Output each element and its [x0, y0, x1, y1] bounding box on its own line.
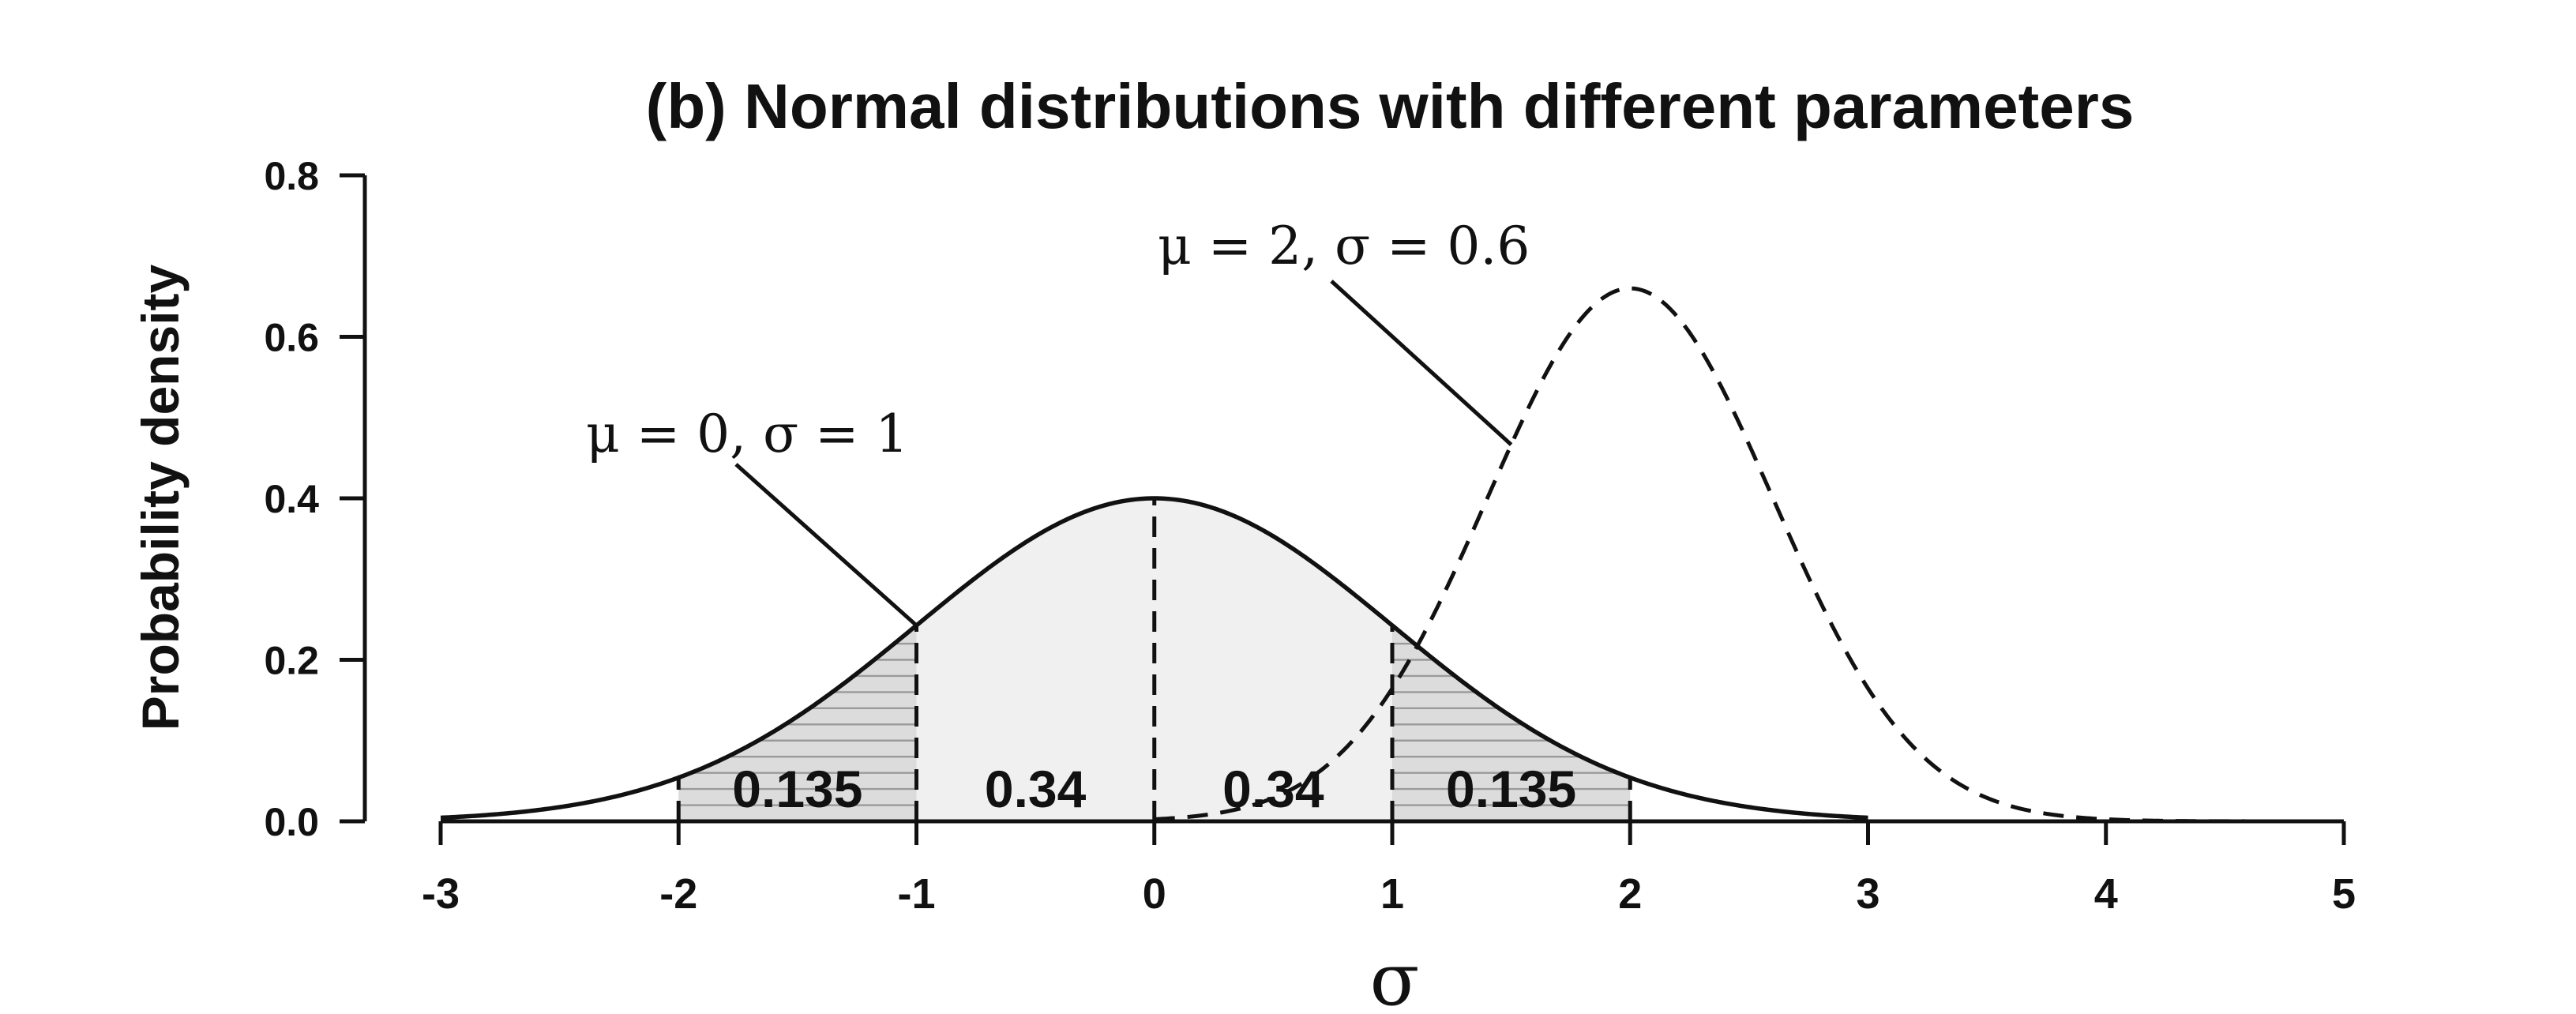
annotations: μ = 0, σ = 1 μ = 2, σ = 0.6	[586, 216, 1530, 627]
annotation-leader-standard	[734, 463, 918, 627]
x-tick-label: 3	[1856, 870, 1879, 918]
region-label-1: 0.135	[732, 760, 862, 818]
axes: -3 -2 -1 0 1 2 3 4 5 0.0 0.2 0.4 0.6 0.8	[264, 154, 2356, 918]
region-label-3: 0.34	[1222, 760, 1324, 818]
annotation-leader-shifted	[1330, 280, 1513, 446]
x-tick-label: -1	[897, 870, 935, 918]
y-tick-label: 0.4	[264, 477, 319, 521]
y-axis-label: Probability density	[131, 264, 190, 730]
annotation-standard: μ = 0, σ = 1	[586, 404, 908, 464]
y-tick-label: 0.2	[264, 639, 319, 683]
x-tick-label: 2	[1618, 870, 1642, 918]
x-tick-label: 0	[1143, 870, 1166, 918]
region-labels: 0.135 0.34 0.34 0.135	[732, 760, 1576, 818]
region-label-4: 0.135	[1446, 760, 1576, 818]
vertical-markers	[676, 498, 1632, 821]
x-tick-label: 4	[2094, 870, 2118, 918]
x-tick-label: 5	[2332, 870, 2356, 918]
y-tick-label: 0.0	[264, 800, 319, 844]
series-line-standard-normal	[440, 496, 1868, 821]
x-axis-label: σ	[1370, 937, 1420, 1014]
x-tick-label: 1	[1380, 870, 1404, 918]
region-label-2: 0.34	[985, 760, 1087, 818]
chart-title: (b) Normal distributions with different …	[646, 71, 2135, 141]
y-tick-label: 0.6	[264, 316, 319, 360]
y-tick-label: 0.8	[264, 154, 319, 198]
x-tick-label: -3	[422, 870, 460, 918]
x-tick-label: -2	[659, 870, 697, 918]
annotation-shifted: μ = 2, σ = 0.6	[1158, 216, 1530, 276]
